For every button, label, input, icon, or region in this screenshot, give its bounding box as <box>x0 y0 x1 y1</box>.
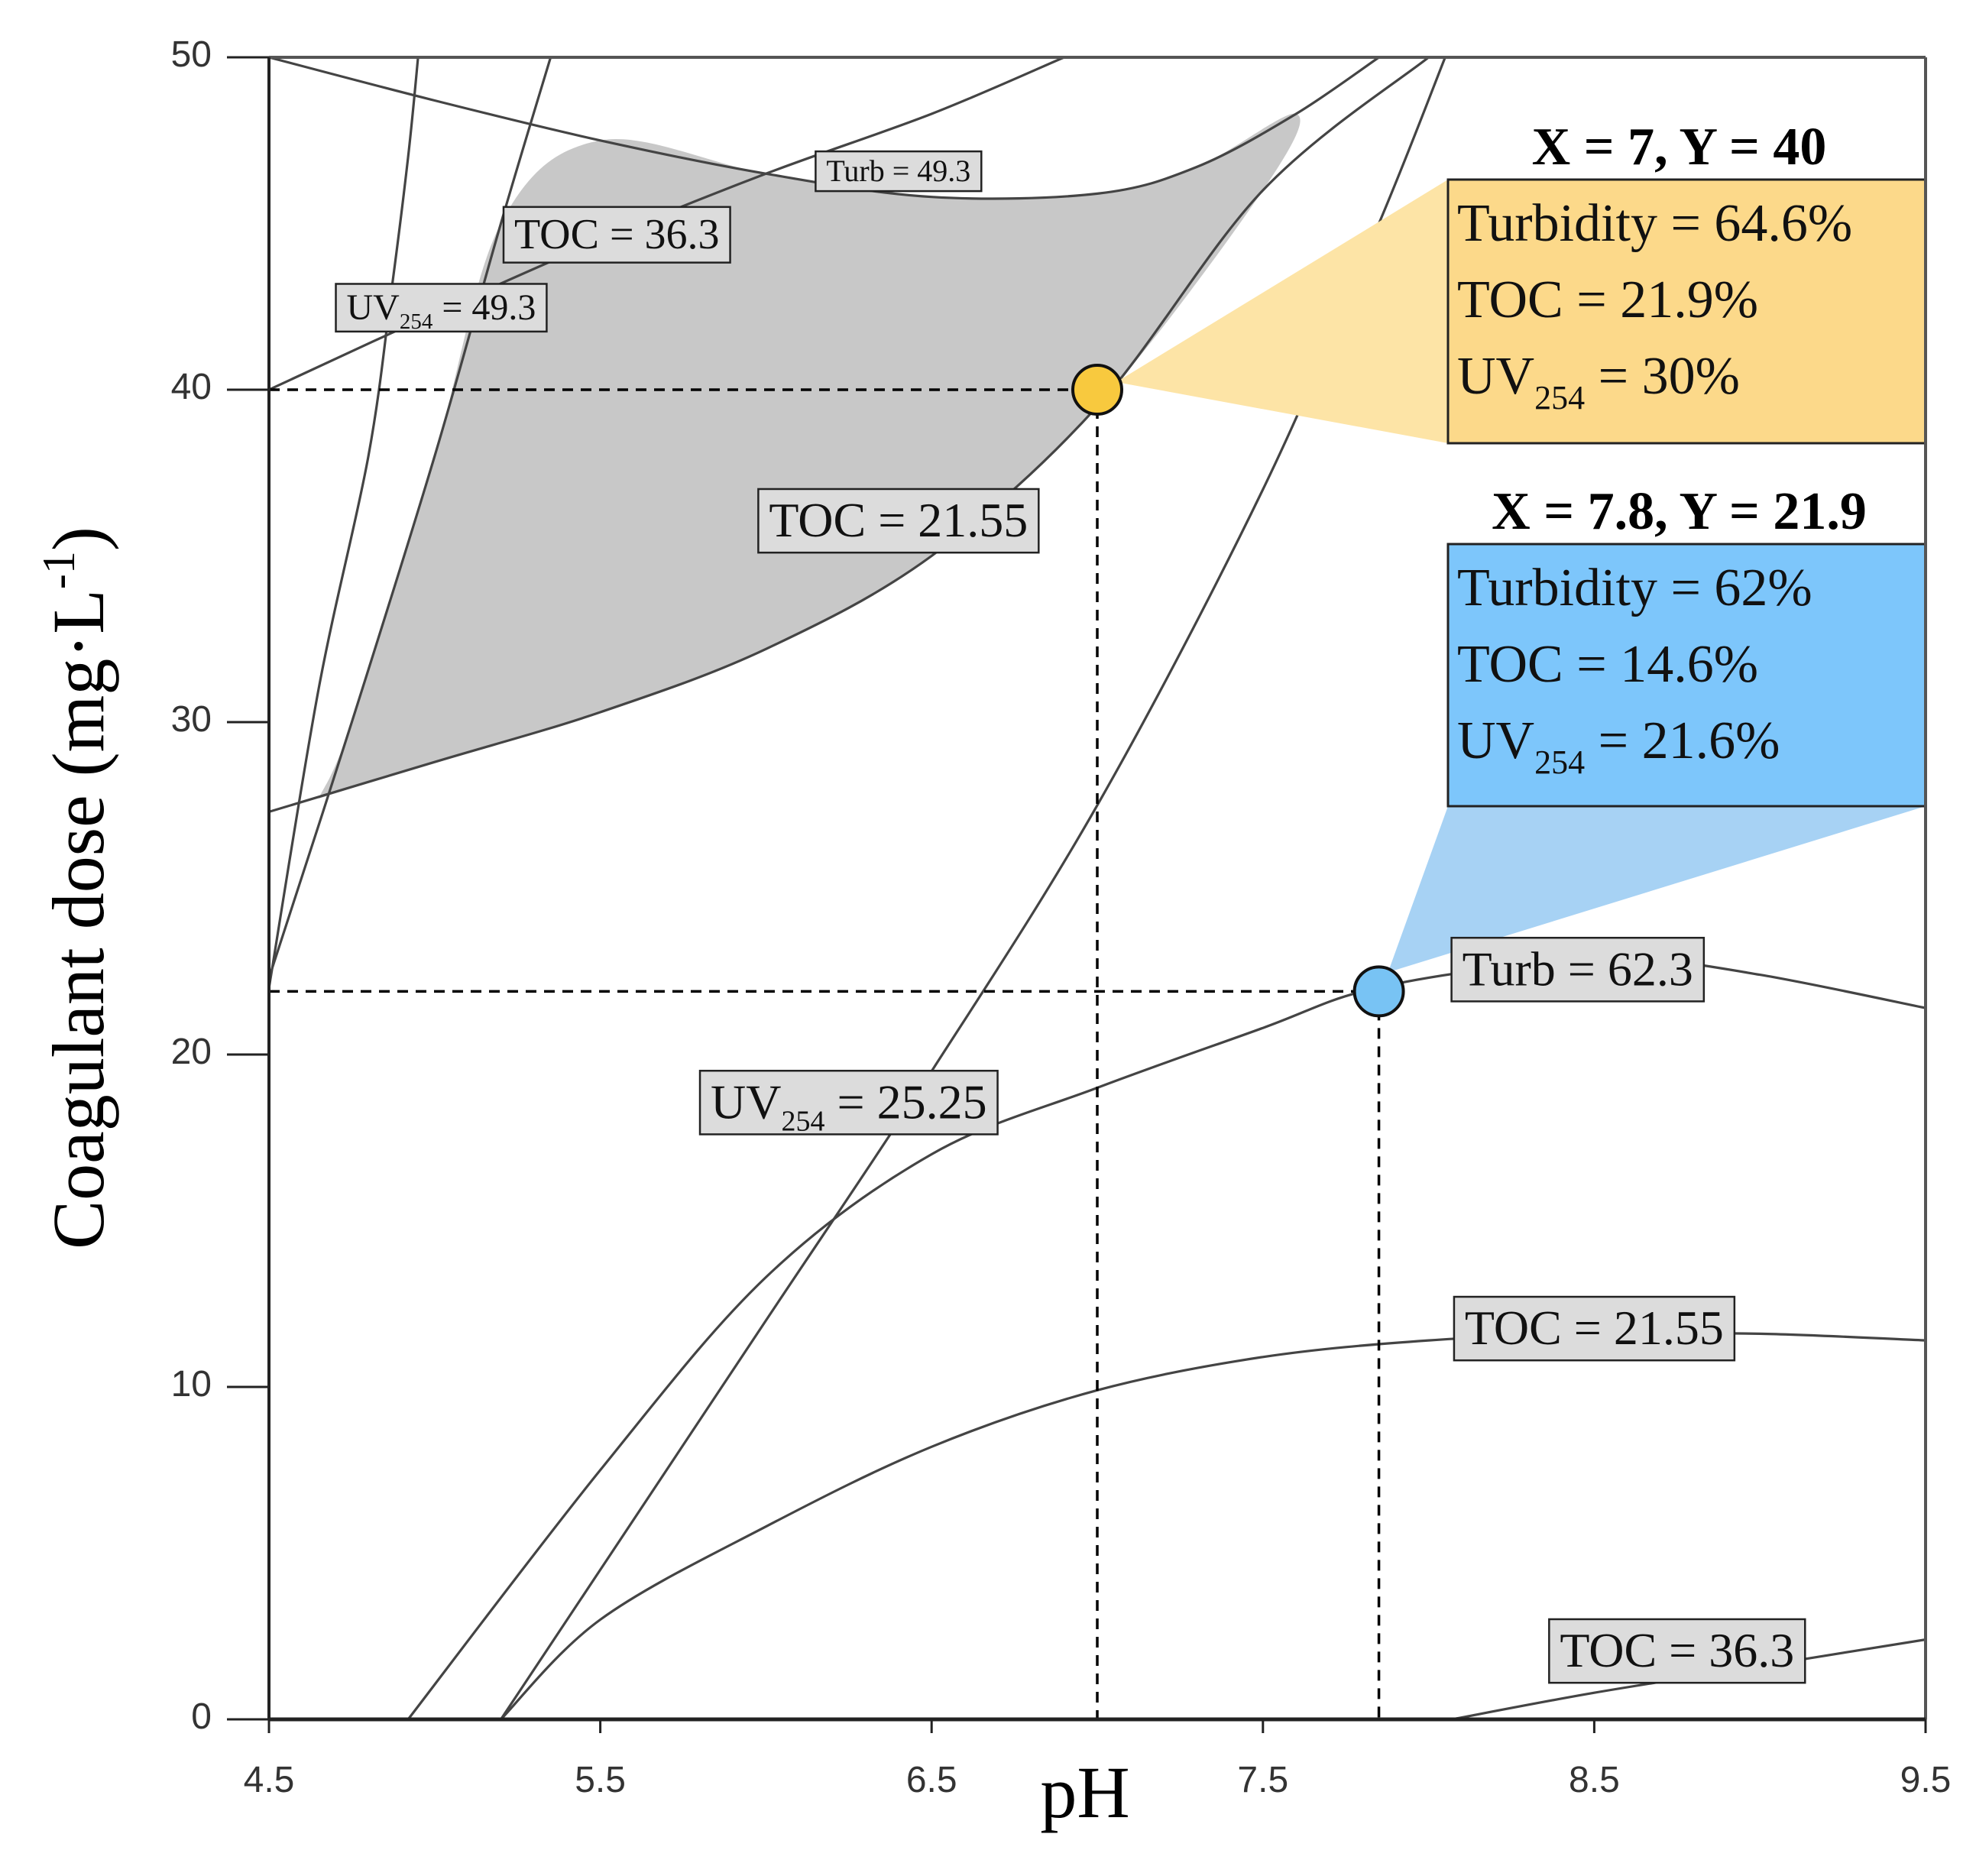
y-tick-label: 50 <box>171 34 212 75</box>
contour-label-1: Turb = 49.3 <box>815 150 983 193</box>
optimum-point-1 <box>1071 364 1123 416</box>
y-tick-label: 10 <box>171 1364 212 1405</box>
contour-label-text: Turb = 62.3 <box>1463 941 1693 996</box>
contour-label-box <box>757 488 1040 554</box>
contour-label-box <box>502 206 731 264</box>
contour-label-box <box>1453 1295 1736 1362</box>
y-tick-label: 40 <box>171 367 212 407</box>
contour-label-5: Turb = 62.3 <box>1450 936 1706 1003</box>
contour-label-2: TOC = 36.3 <box>502 206 731 264</box>
result-panel-box <box>1446 543 1927 808</box>
contour-line-4 <box>269 57 552 979</box>
optimum-point-2 <box>1352 965 1405 1018</box>
contour-label-7: TOC = 21.55 <box>1453 1295 1736 1362</box>
contour-line-5 <box>269 57 419 989</box>
contour-label-text: TOC = 36.3 <box>1560 1623 1794 1677</box>
result-panel-2: X = 7.8, Y = 21.9 Turbidity = 62% TOC = 14… <box>1446 482 1927 808</box>
contour-label-box <box>1450 936 1706 1003</box>
contour-line-3 <box>269 57 1430 813</box>
result-panel-line: TOC = 21.9% <box>1457 271 1758 329</box>
y-tick-label: 30 <box>171 699 212 740</box>
result-panel-line: UV254 = 30% <box>1457 347 1740 416</box>
y-axis-title: Coagulant dose (mg·L-1) <box>34 527 119 1249</box>
result-panel-1: X = 7, Y = 40 Turbidity = 64.6% TOC = 21.9… <box>1446 118 1927 445</box>
contour-label-box <box>1548 1618 1806 1684</box>
result-panel-title: X = 7, Y = 40 <box>1532 118 1827 177</box>
callout-wedge-2 <box>1388 806 1926 973</box>
x-tick-label: 7.5 <box>1237 1760 1288 1800</box>
contour-label-text: TOC = 36.3 <box>514 211 720 258</box>
result-panel-line: Turbidity = 64.6% <box>1457 194 1852 253</box>
x-tick-label: 9.5 <box>1900 1760 1952 1800</box>
contour-label-text: TOC = 21.55 <box>1465 1301 1724 1355</box>
x-tick-label: 6.5 <box>906 1760 957 1800</box>
result-panel-line: UV254 = 21.6% <box>1457 711 1780 781</box>
contour-label-8: TOC = 36.3 <box>1548 1618 1806 1684</box>
feasible-region <box>319 113 1301 799</box>
x-tick-label: 8.5 <box>1569 1760 1620 1800</box>
y-tick-label: 20 <box>171 1032 212 1072</box>
contour-label-text: UV254 = 25.25 <box>711 1074 987 1137</box>
callout-wedge-1 <box>1116 180 1448 443</box>
contour-label-4: TOC = 21.55 <box>757 488 1040 554</box>
contour-line-1 <box>269 57 1380 200</box>
result-panel-line: TOC = 14.6% <box>1457 635 1758 694</box>
contour-label-3: UV254 = 49.3 <box>335 283 548 334</box>
contour-label-text: Turb = 49.3 <box>826 154 970 188</box>
contour-label-box <box>335 283 548 333</box>
contour-label-text: TOC = 21.55 <box>769 493 1028 547</box>
contour-label-6: UV254 = 25.25 <box>698 1069 999 1137</box>
contour-label-text: UV254 = 49.3 <box>347 287 536 334</box>
contour-label-box <box>698 1069 999 1136</box>
x-tick-label: 5.5 <box>575 1760 626 1800</box>
result-panel-box <box>1446 178 1927 445</box>
x-tick-label: 4.5 <box>244 1760 295 1800</box>
y-tick-label: 0 <box>191 1696 212 1737</box>
contour-label-box <box>815 150 983 193</box>
result-panel-title: X = 7.8, Y = 21.9 <box>1492 482 1867 541</box>
x-axis-title: pH <box>1040 1751 1129 1833</box>
result-panel-line: Turbidity = 62% <box>1457 559 1812 617</box>
